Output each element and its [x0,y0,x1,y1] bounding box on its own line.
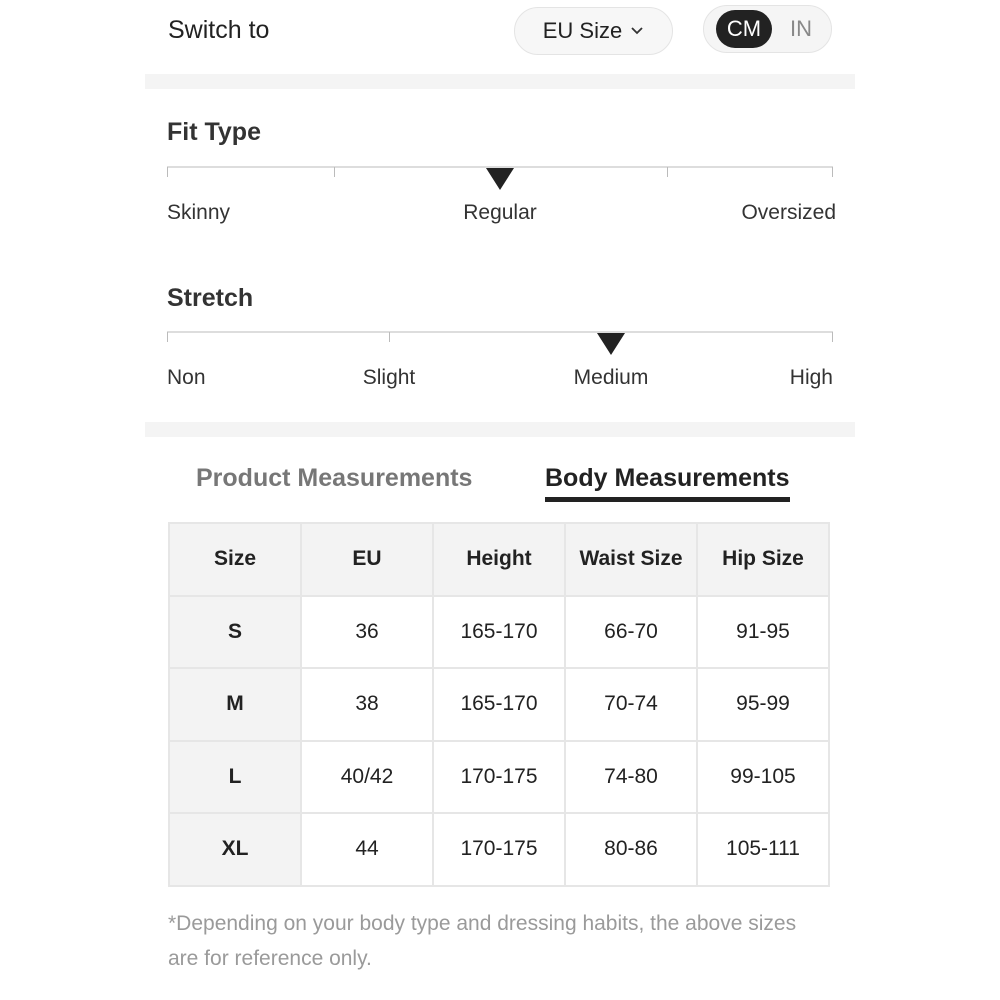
cell-waist: 66-70 [564,594,698,669]
stretch-label-slight: Slight [362,366,416,389]
table-row: XL 44 170-175 80-86 105-111 [168,812,830,887]
table-row: L 40/42 170-175 74-80 99-105 [168,739,830,814]
section-divider [145,74,855,89]
cell-eu: 36 [300,594,434,669]
switch-to-label: Switch to [168,16,270,44]
stretch-title: Stretch [167,284,254,312]
cell-height: 165-170 [432,594,566,669]
cell-hip: 91-95 [696,594,830,669]
header-eu: EU [300,522,434,597]
header-height: Height [432,522,566,597]
fit-label-regular: Regular [463,201,537,224]
scale-tick [389,332,390,342]
scale-tick [334,167,335,177]
unit-in-button[interactable]: IN [790,16,812,41]
stretch-marker [597,333,625,355]
cell-hip: 105-111 [696,812,830,887]
cell-waist: 70-74 [564,667,698,742]
cell-hip: 95-99 [696,667,830,742]
cell-height: 165-170 [432,667,566,742]
section-divider [145,422,855,437]
size-table: Size EU Height Waist Size Hip Size S 36 16… [168,522,830,887]
cell-size: XL [168,812,302,887]
size-system-value: EU Size [542,18,623,43]
cell-hip: 99-105 [696,739,830,814]
cell-waist: 74-80 [564,739,698,814]
fit-label-oversized: Oversized [741,201,836,224]
stretch-label-medium: Medium [573,366,649,389]
scale-tick [167,332,168,342]
tab-body-measurements[interactable]: Body Measurements [545,464,790,502]
cell-eu: 44 [300,812,434,887]
cell-eu: 40/42 [300,739,434,814]
fit-type-title: Fit Type [167,118,261,146]
cell-size: L [168,739,302,814]
table-row: S 36 165-170 66-70 91-95 [168,594,830,669]
footnote: *Depending on your body type and dressin… [168,912,797,970]
cell-waist: 80-86 [564,812,698,887]
cell-eu: 38 [300,667,434,742]
scale-tick [667,167,668,177]
scale-tick [167,167,168,177]
scale-tick [832,167,833,177]
cell-height: 170-175 [432,812,566,887]
stretch-label-non: Non [167,366,206,389]
stretch-label-high: High [789,366,833,389]
unit-toggle[interactable]: CM IN [703,5,832,53]
cell-size: S [168,594,302,669]
tab-product-measurements[interactable]: Product Measurements [196,464,473,492]
fit-label-skinny: Skinny [167,201,231,224]
fit-type-marker [486,168,514,190]
header-hip: Hip Size [696,522,830,597]
table-header-row: Size EU Height Waist Size Hip Size [168,522,830,597]
header-waist: Waist Size [564,522,698,597]
cell-height: 170-175 [432,739,566,814]
scale-tick [832,332,833,342]
cell-size: M [168,667,302,742]
header-size: Size [168,522,302,597]
table-row: M 38 165-170 70-74 95-99 [168,667,830,742]
fit-type-scale [167,166,833,168]
stretch-scale [167,331,833,333]
size-system-dropdown[interactable]: EU Size [514,7,673,55]
unit-cm-button[interactable]: CM [716,10,772,48]
chevron-down-icon [631,27,643,35]
